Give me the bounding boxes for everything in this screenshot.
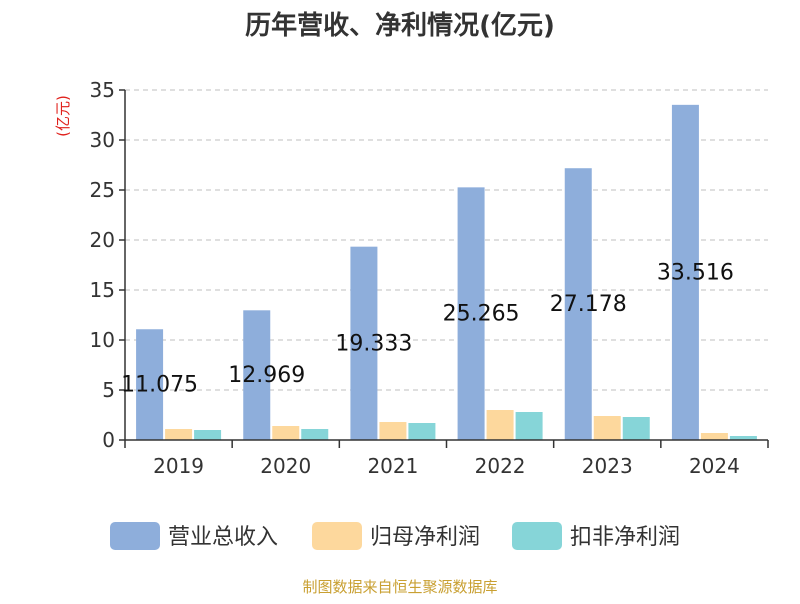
- bar: [165, 429, 193, 440]
- bar: [350, 246, 378, 440]
- axes: 0 5 10 15 20 25 30 35 2019 2020 2021 2022 2023 2024: [90, 78, 769, 478]
- y-tick-label: 20: [90, 228, 115, 252]
- y-tick-label: 5: [102, 378, 115, 402]
- bar: [622, 417, 650, 440]
- x-tick-label: 2019: [153, 454, 204, 478]
- bar: [671, 104, 699, 440]
- bar: [136, 329, 164, 440]
- bar: [194, 430, 222, 440]
- legend-swatch: [512, 522, 562, 550]
- data-label: 27.178: [550, 292, 627, 317]
- legend-swatch: [312, 522, 362, 550]
- chart-title: 历年营收、净利情况(亿元): [245, 10, 555, 41]
- y-tick-label: 0: [102, 428, 115, 452]
- x-tick-label: 2022: [475, 454, 526, 478]
- x-tick-label: 2024: [689, 454, 740, 478]
- bar: [593, 416, 621, 440]
- data-labels: 11.075 12.969 19.333 25.265 27.178 33.516: [121, 260, 734, 397]
- bar: [564, 168, 592, 440]
- bar: [700, 433, 728, 440]
- data-label: 19.333: [335, 331, 412, 356]
- legend-swatch: [110, 522, 160, 550]
- legend-label: 扣非净利润: [570, 525, 680, 550]
- legend: 营业总收入 归母净利润 扣非净利润: [110, 522, 680, 550]
- data-label: 12.969: [228, 363, 305, 388]
- y-tick-label: 30: [90, 128, 115, 152]
- y-tick-label: 35: [90, 78, 115, 102]
- y-tick-label: 25: [90, 178, 115, 202]
- x-tick-label: 2021: [367, 454, 418, 478]
- bar: [272, 426, 300, 440]
- legend-label: 营业总收入: [168, 525, 278, 550]
- x-tick-label: 2023: [582, 454, 633, 478]
- bar: [457, 187, 485, 440]
- data-label: 33.516: [657, 260, 734, 285]
- legend-label: 归母净利润: [370, 525, 480, 550]
- y-tick-label: 10: [90, 328, 115, 352]
- y-tick-label: 15: [90, 278, 115, 302]
- bars: [136, 104, 757, 440]
- bar: [408, 423, 436, 440]
- bar: [515, 412, 543, 440]
- gridlines: [125, 89, 768, 391]
- x-tick-label: 2020: [260, 454, 311, 478]
- data-label: 11.075: [121, 373, 198, 398]
- bar: [301, 429, 329, 440]
- bar: [729, 436, 757, 440]
- bar: [379, 422, 407, 440]
- bar: [486, 410, 514, 440]
- source-note: 制图数据来自恒生聚源数据库: [302, 578, 497, 596]
- bar: [243, 310, 271, 440]
- data-label: 25.265: [443, 302, 520, 327]
- y-axis-label: (亿元): [54, 95, 72, 137]
